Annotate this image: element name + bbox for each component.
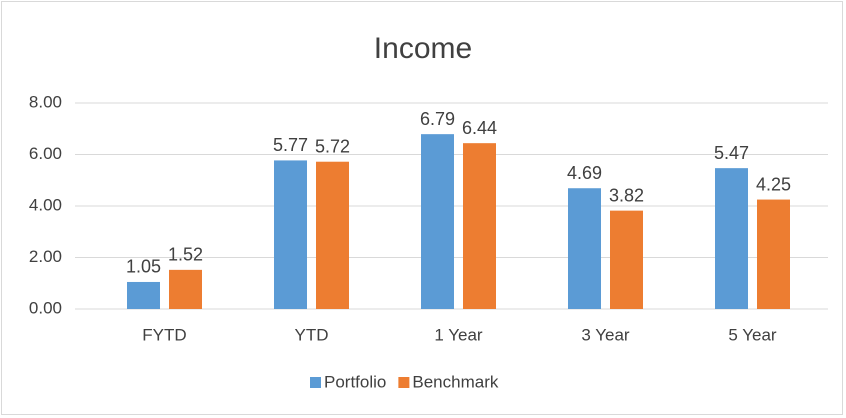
data-label: 5.47 — [714, 143, 749, 163]
x-tick-label: FYTD — [142, 325, 186, 344]
bar — [757, 199, 790, 309]
y-tick-label: 2.00 — [29, 247, 62, 266]
x-tick-label: 3 Year — [581, 325, 630, 344]
data-label: 6.79 — [420, 109, 455, 129]
y-tick-label: 6.00 — [29, 144, 62, 163]
x-tick-label: 1 Year — [434, 325, 483, 344]
data-label: 4.69 — [567, 163, 602, 183]
bar — [169, 269, 202, 309]
data-label: 1.52 — [168, 245, 203, 265]
y-tick-label: 4.00 — [29, 195, 62, 214]
y-tick-label: 0.00 — [29, 298, 62, 317]
bar — [274, 160, 307, 309]
y-tick-label: 8.00 — [29, 92, 62, 111]
bar — [316, 161, 349, 309]
data-label: 4.25 — [756, 174, 791, 194]
data-label: 5.77 — [273, 135, 308, 155]
legend-swatch — [398, 377, 410, 388]
bar — [610, 210, 643, 309]
legend-label: Portfolio — [324, 372, 386, 391]
x-tick-label: 5 Year — [728, 325, 777, 344]
bar — [127, 281, 160, 309]
bar — [568, 188, 601, 309]
bar — [463, 143, 496, 309]
bar — [715, 168, 748, 309]
data-label: 3.82 — [609, 185, 644, 205]
data-label: 5.72 — [315, 136, 350, 156]
data-label: 6.44 — [462, 118, 497, 138]
data-label: 1.05 — [126, 257, 161, 277]
x-tick-label: YTD — [295, 325, 329, 344]
chart-title: Income — [374, 32, 472, 65]
legend-label: Benchmark — [412, 372, 498, 391]
legend-swatch — [310, 377, 321, 388]
bar — [421, 134, 454, 309]
